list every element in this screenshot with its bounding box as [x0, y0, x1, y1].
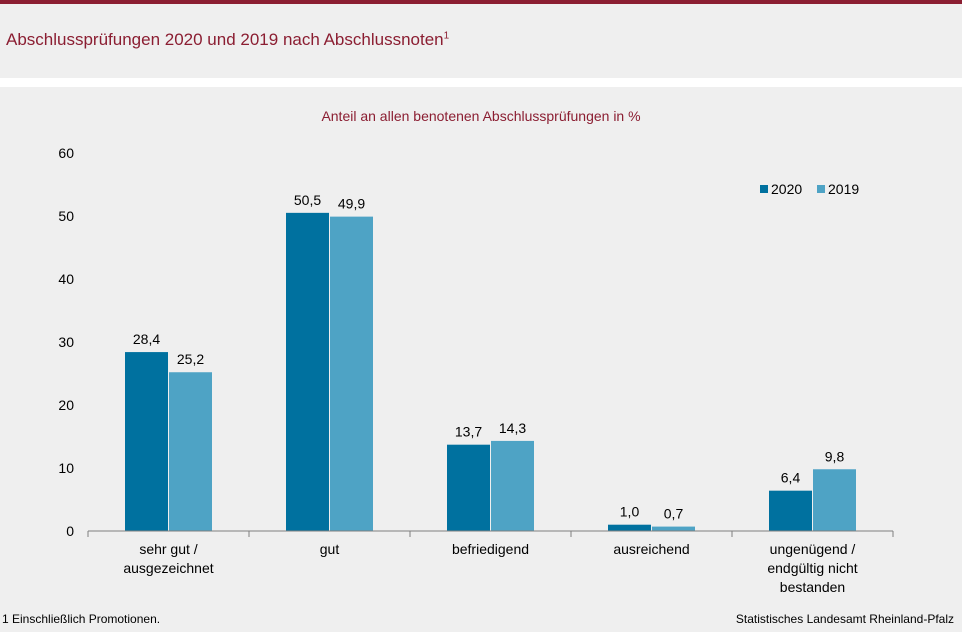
- data-label-2019: 14,3: [499, 420, 526, 436]
- bar-2020: [447, 444, 490, 531]
- x-tick-label: ungenügend /: [770, 541, 856, 557]
- data-label-2019: 25,2: [177, 351, 204, 367]
- x-tick-label: bestanden: [780, 579, 845, 595]
- separator: [0, 78, 962, 87]
- y-tick-label: 40: [58, 271, 74, 287]
- source-note: Statistisches Landesamt Rheinland-Pfalz: [735, 612, 954, 626]
- x-tick-label: ausreichend: [613, 541, 689, 557]
- x-tick-label: befriedigend: [452, 541, 529, 557]
- y-tick-label: 0: [66, 523, 74, 539]
- bar-2020: [125, 352, 168, 531]
- bar-2019: [491, 440, 534, 531]
- x-tick-label: sehr gut /: [139, 541, 197, 557]
- data-label-2020: 13,7: [455, 424, 482, 440]
- y-tick-label: 50: [58, 208, 74, 224]
- header-band: [0, 4, 962, 78]
- legend-swatch-2020: [760, 185, 768, 193]
- legend-label-2020: 2020: [771, 181, 802, 197]
- y-tick-label: 10: [58, 460, 74, 476]
- data-label-2019: 9,8: [825, 448, 845, 464]
- bar-2019: [330, 216, 373, 531]
- data-label-2020: 1,0: [620, 504, 640, 520]
- top-rule: [0, 0, 962, 4]
- footnote: 1 Einschließlich Promotionen.: [2, 612, 161, 626]
- title-text: Abschlussprüfungen 2020 und 2019 nach Ab…: [6, 30, 444, 49]
- data-label-2019: 49,9: [338, 196, 365, 212]
- x-tick-label: endgültig nicht: [767, 560, 857, 576]
- data-label-2019: 0,7: [664, 506, 684, 522]
- bar-2019: [652, 526, 695, 531]
- y-tick-label: 20: [58, 397, 74, 413]
- y-tick-label: 60: [58, 145, 74, 161]
- title-footnote-mark: 1: [443, 30, 450, 42]
- data-label-2020: 28,4: [133, 331, 160, 347]
- data-label-2020: 6,4: [781, 470, 801, 486]
- data-label-2020: 50,5: [294, 192, 321, 208]
- bar-2020: [286, 212, 329, 531]
- x-tick-label: ausgezeichnet: [123, 560, 213, 576]
- bar-2019: [813, 469, 856, 531]
- bar-2019: [169, 372, 212, 531]
- chart-subtitle: Anteil an allen benotenen Abschlussprüfu…: [321, 108, 640, 124]
- legend-label-2019: 2019: [828, 181, 859, 197]
- page-title: Abschlussprüfungen 2020 und 2019 nach Ab…: [6, 30, 449, 50]
- legend-swatch-2019: [817, 185, 825, 193]
- y-tick-label: 30: [58, 334, 74, 350]
- x-tick-label: gut: [320, 541, 340, 557]
- bar-2020: [608, 524, 651, 531]
- bar-2020: [769, 490, 812, 531]
